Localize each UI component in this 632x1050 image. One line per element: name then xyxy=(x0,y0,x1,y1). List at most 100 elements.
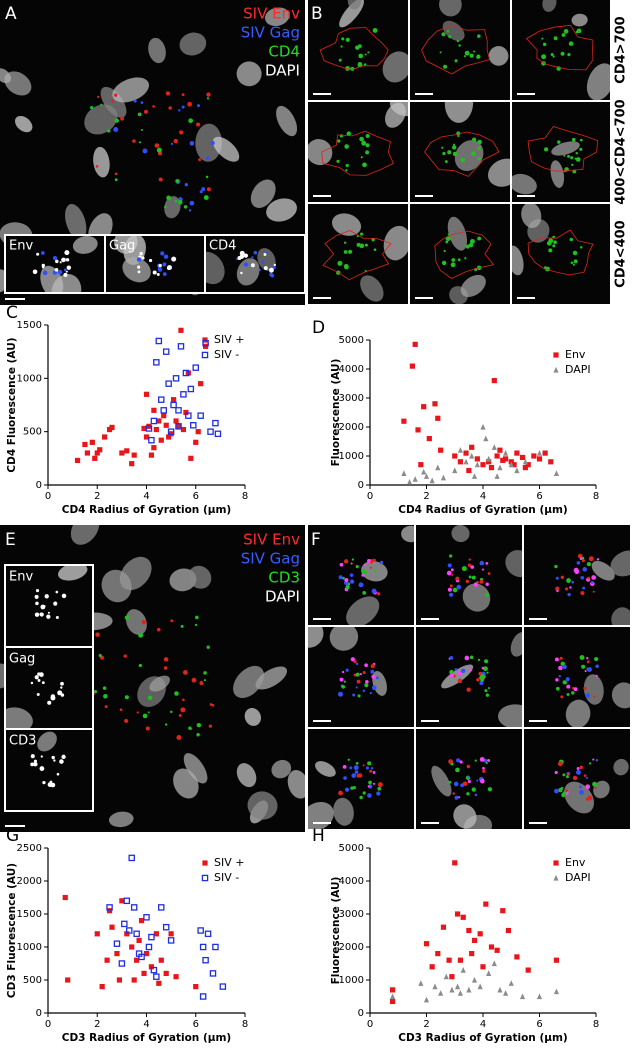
stain-dot xyxy=(377,782,383,788)
data-point xyxy=(173,974,179,980)
stain-dot xyxy=(37,679,41,682)
stain-dot xyxy=(447,233,450,236)
data-point xyxy=(469,951,475,957)
stain-dot xyxy=(139,251,143,256)
cell-outline xyxy=(421,24,491,75)
nucleus xyxy=(125,609,147,635)
data-point xyxy=(197,927,204,934)
data-point xyxy=(457,459,463,465)
stain-dot xyxy=(449,673,454,678)
image-content xyxy=(434,216,495,304)
y-tick-label: 5000 xyxy=(339,843,364,854)
stain-dot xyxy=(464,50,470,56)
data-point xyxy=(173,418,179,424)
stain-dot xyxy=(379,560,384,565)
nucleus xyxy=(346,596,380,625)
stain-dot xyxy=(480,674,486,680)
stain-dot xyxy=(450,568,454,572)
stain-dot xyxy=(57,269,63,275)
stain-dot xyxy=(195,615,199,620)
label: CD4>700 xyxy=(614,16,629,83)
data-point xyxy=(542,450,548,456)
data-point xyxy=(104,957,110,963)
stain-dot xyxy=(93,690,98,694)
stain-dot xyxy=(100,103,103,106)
stain-dot xyxy=(367,793,372,798)
data-point xyxy=(143,951,150,957)
stain-dot xyxy=(41,263,45,268)
stain-dot xyxy=(576,561,581,565)
stain-dot xyxy=(162,272,167,277)
data-point xyxy=(82,441,88,448)
stain-dot xyxy=(566,693,570,696)
y-tick-label: 2000 xyxy=(339,942,364,953)
stain-dot xyxy=(147,711,150,714)
stain-dot xyxy=(462,781,468,787)
x-tick-label: 6 xyxy=(193,1019,199,1030)
data-point xyxy=(148,933,155,941)
data-point xyxy=(469,444,475,450)
data-point xyxy=(161,413,167,419)
stain-dot xyxy=(337,139,341,143)
stain-dot xyxy=(469,238,475,244)
stain-dot xyxy=(444,160,448,164)
stain-dot xyxy=(41,681,45,685)
legend-label: DAPI xyxy=(565,363,591,376)
stain-dot xyxy=(365,143,370,148)
stain-dot xyxy=(441,260,447,266)
stain-dot xyxy=(565,677,570,682)
cell-outline xyxy=(319,27,389,71)
data-point xyxy=(488,944,495,950)
nucleus xyxy=(331,213,362,236)
stain-dot xyxy=(555,586,560,591)
nucleus xyxy=(212,136,240,162)
stain-dot xyxy=(156,273,160,276)
data-point xyxy=(202,860,208,866)
stain-dot xyxy=(485,561,489,565)
stain-dot xyxy=(583,686,587,690)
data-point xyxy=(474,461,480,468)
stain-dot xyxy=(136,711,139,714)
stain-dot xyxy=(478,671,483,676)
stain-dot xyxy=(465,244,470,249)
stain-dot xyxy=(567,154,571,158)
stain-dot xyxy=(578,785,583,789)
y-tick-label: 500 xyxy=(23,975,42,986)
image-content xyxy=(205,248,277,286)
stain-dot xyxy=(124,695,129,700)
stain-dot xyxy=(349,579,355,584)
stain-dot xyxy=(132,139,136,143)
stain-dot xyxy=(188,726,192,730)
stain-dot xyxy=(447,150,452,155)
data-point xyxy=(113,940,121,947)
legend-label: Env xyxy=(565,856,586,869)
data-point xyxy=(531,453,537,459)
nucleus xyxy=(265,7,290,27)
x-tick-label: 6 xyxy=(536,1019,542,1030)
stain-dot xyxy=(66,265,72,270)
stain-dot xyxy=(566,772,570,776)
data-point xyxy=(483,901,489,907)
label: CD4<400 xyxy=(614,220,629,287)
stain-dot xyxy=(579,147,583,151)
stain-dot xyxy=(183,205,188,209)
stain-dot xyxy=(580,575,585,580)
stain-dot xyxy=(269,267,274,273)
x-tick-label: 0 xyxy=(367,1019,373,1030)
stain-dot xyxy=(157,267,163,272)
nucleus xyxy=(550,160,565,188)
stain-dot xyxy=(553,36,558,41)
stain-dot xyxy=(273,263,277,267)
image-content xyxy=(441,632,522,727)
x-tick-label: 8 xyxy=(242,1019,248,1030)
stain-dot xyxy=(482,568,485,571)
stain-dot xyxy=(596,558,600,561)
stain-dot xyxy=(138,141,142,144)
data-point xyxy=(153,426,159,433)
stain-dot xyxy=(370,664,375,669)
stain-dot xyxy=(541,37,544,40)
stain-dot xyxy=(263,253,267,256)
stain-dot xyxy=(40,251,45,255)
stain-dot xyxy=(369,769,373,773)
stain-dot xyxy=(479,757,485,762)
